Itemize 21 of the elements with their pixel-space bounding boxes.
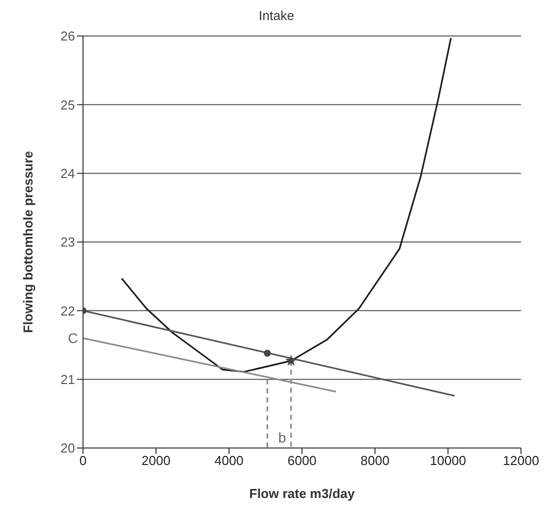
annotation: C [68,330,78,346]
point [285,354,297,366]
chart-title: Intake [258,8,296,25]
x-tick-label: 0 [79,453,87,468]
y-tick-label: 23 [60,234,75,250]
x-tick-label: 6000 [288,453,316,468]
x-tick-label: 8000 [360,453,390,468]
y-axis-title: Flowing bottomhole pressure [20,150,36,334]
x-tick-label: 2000 [142,453,170,468]
y-tick-label: 25 [60,97,75,112]
x-tick-label: 10000 [430,453,466,468]
y-tick-label: 21 [60,372,75,387]
line-series [120,37,452,373]
x-tick-label: 4000 [214,453,244,468]
y-tick-label: 24 [60,166,75,181]
annotation: b [278,430,286,446]
y-tick-label: 22 [60,303,75,318]
x-axis-title: Flow rate m3/day [249,486,356,501]
y-tick-label: 26 [60,28,75,44]
x-tick-label: 12000 [502,453,540,468]
y-tick-label: 20 [60,440,75,456]
